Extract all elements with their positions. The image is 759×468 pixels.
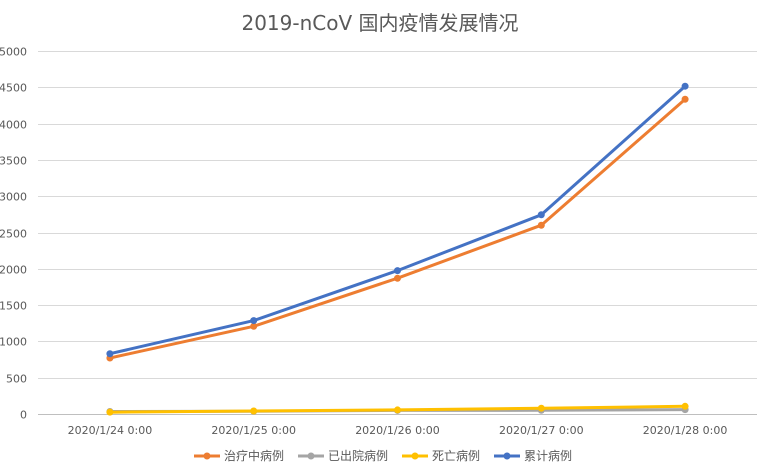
series-lines <box>106 82 689 416</box>
x-tick-label: 2020/1/25 0:00 <box>211 424 296 437</box>
gridlines <box>38 51 757 415</box>
x-tick-label: 2020/1/27 0:00 <box>499 424 584 437</box>
legend-label: 治疗中病例 <box>224 448 284 463</box>
data-point <box>537 221 545 229</box>
y-tick-label: 1500 <box>0 300 27 313</box>
data-point <box>681 402 689 410</box>
y-tick-label: 4500 <box>0 82 27 95</box>
y-tick-label: 1000 <box>0 336 27 349</box>
y-tick-label: 2000 <box>0 264 27 277</box>
legend-label: 累计病例 <box>524 448 572 463</box>
y-axis: 0 500 1000 1500 2000 2500 3000 3500 4000 4500 5000 <box>0 46 27 422</box>
legend-swatch-marker <box>411 452 419 460</box>
legend-swatch-marker <box>307 452 315 460</box>
x-axis: 2020/1/24 0:00 2020/1/25 0:00 2020/1/26 0:… <box>68 424 728 437</box>
series-line <box>108 84 687 356</box>
legend-swatch-marker <box>503 452 511 460</box>
data-point <box>106 350 114 358</box>
legend-label: 死亡病例 <box>432 448 480 463</box>
data-point <box>394 406 401 414</box>
legend: 治疗中病例 已出院病例 死亡病例 累计病例 <box>194 448 572 463</box>
legend-item: 死亡病例 <box>402 448 480 463</box>
data-point <box>250 317 258 325</box>
x-tick-label: 2020/1/24 0:00 <box>68 424 153 437</box>
data-point <box>250 407 258 415</box>
data-point <box>681 82 689 90</box>
data-point <box>394 274 401 282</box>
y-tick-label: 0 <box>20 409 27 422</box>
x-tick-label: 2020/1/26 0:00 <box>355 424 440 437</box>
y-tick-label: 4000 <box>0 119 27 132</box>
legend-item: 治疗中病例 <box>194 448 284 463</box>
data-point <box>106 408 114 416</box>
data-point <box>537 211 545 219</box>
legend-item: 已出院病例 <box>298 448 388 463</box>
legend-label: 已出院病例 <box>328 448 388 463</box>
y-tick-label: 3000 <box>0 191 27 204</box>
data-point <box>250 322 258 330</box>
series-3 <box>106 82 689 358</box>
chart-title: 2019-nCoV 国内疫情发展情况 <box>241 11 518 35</box>
data-point <box>537 404 545 412</box>
legend-swatch-marker <box>203 452 211 460</box>
y-tick-label: 5000 <box>0 46 27 59</box>
y-tick-label: 3500 <box>0 155 27 168</box>
y-tick-label: 2500 <box>0 228 27 241</box>
y-tick-label: 500 <box>6 373 27 386</box>
data-point <box>394 267 401 275</box>
x-tick-label: 2020/1/28 0:00 <box>643 424 728 437</box>
series-2 <box>106 402 689 416</box>
legend-item: 累计病例 <box>494 448 572 463</box>
series-line <box>108 97 687 360</box>
series-0 <box>106 95 689 362</box>
data-point <box>681 95 689 103</box>
